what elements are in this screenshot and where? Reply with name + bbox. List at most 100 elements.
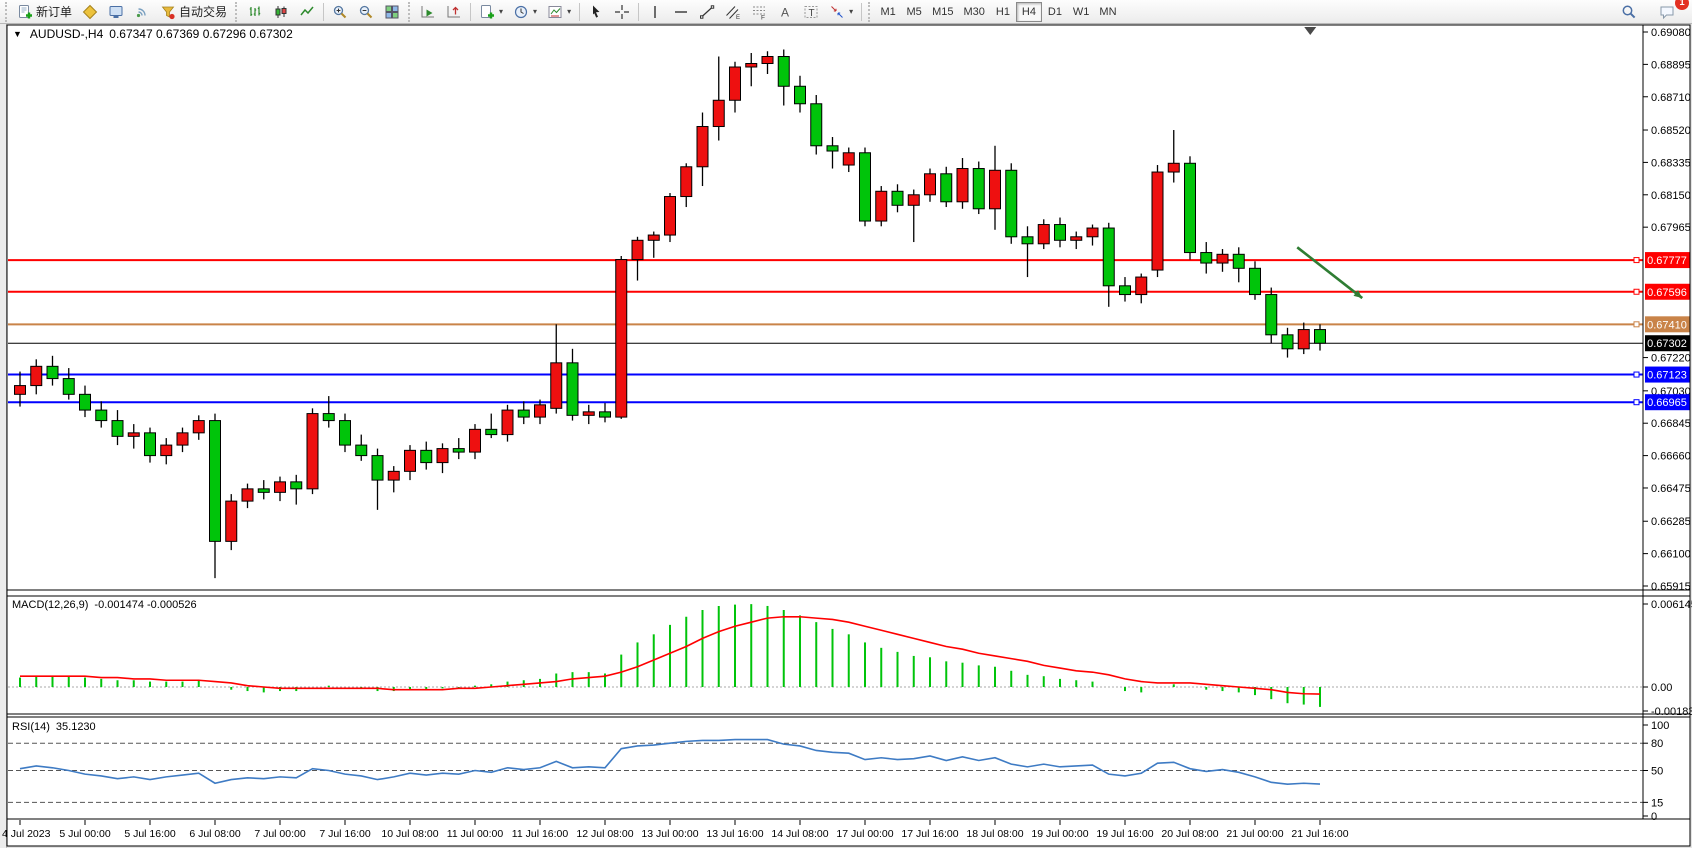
rsi-label: RSI(14)	[12, 721, 50, 733]
vertical-line-icon	[647, 4, 663, 20]
candle-body	[924, 173, 936, 196]
tile-windows-button[interactable]	[379, 1, 405, 23]
equidistant-channel-button[interactable]: E	[720, 1, 746, 23]
candle-body	[1297, 329, 1310, 350]
toolbar-grip[interactable]	[5, 1, 9, 22]
chart-shift-icon	[446, 4, 462, 20]
price-axis-label: 0.67965	[1651, 222, 1691, 234]
candle-body	[777, 56, 790, 87]
timeframe-m30[interactable]: M30	[959, 2, 990, 22]
timeframe-mn[interactable]: MN	[1094, 2, 1121, 22]
timeframe-m5[interactable]: M5	[901, 2, 927, 22]
candle-body	[729, 66, 741, 101]
tile-windows-icon	[384, 4, 400, 20]
level-price-badge	[1645, 252, 1690, 269]
toolbar-grip[interactable]	[868, 1, 872, 22]
new-chart-button[interactable]: ▾	[474, 1, 508, 23]
date-axis-label: 4 Jul 2023	[2, 828, 51, 840]
toolbar-grip[interactable]	[235, 1, 239, 22]
trend-arrow[interactable]	[1296, 246, 1364, 300]
candle-body	[664, 196, 676, 236]
zoom-in-icon	[332, 4, 348, 20]
mql5-button[interactable]	[77, 1, 103, 23]
arrows-button[interactable]: ▾	[824, 1, 858, 23]
candle-body	[680, 166, 693, 198]
candle-body	[1281, 334, 1294, 350]
date-axis-label: 17 Jul 16:00	[901, 828, 958, 840]
horizontal-line-button[interactable]	[668, 1, 694, 23]
timeframe-h1[interactable]: H1	[990, 2, 1016, 22]
date-axis-label: 7 Jul 00:00	[254, 828, 306, 840]
line-chart-icon	[299, 4, 315, 20]
fibonacci-button[interactable]: F	[746, 1, 772, 23]
template-chart-icon	[547, 4, 563, 20]
macd-label: MACD(12,26,9)	[12, 599, 89, 611]
level-marker[interactable]	[1633, 321, 1640, 328]
price-axis-label: 0.68895	[1651, 59, 1691, 71]
price-axis-label: 0.68335	[1651, 157, 1691, 169]
level-marker[interactable]	[1633, 257, 1640, 264]
toolbar-grip[interactable]	[408, 1, 412, 22]
trend-arrow-head[interactable]	[1353, 290, 1363, 299]
timeframe-m1[interactable]: M1	[875, 2, 901, 22]
rsi-line	[19, 738, 1321, 785]
search-button[interactable]	[1616, 1, 1642, 23]
level-price-badge	[1645, 366, 1690, 383]
text-button[interactable]: A	[772, 1, 798, 23]
comments-button[interactable]	[1654, 1, 1680, 23]
notification-badge[interactable]: 1	[1675, 0, 1689, 10]
candle-body	[534, 404, 546, 418]
line-chart-button[interactable]	[294, 1, 320, 23]
timeframe-w1[interactable]: W1	[1068, 2, 1095, 22]
autotrading-label: 自动交易	[179, 5, 228, 19]
candlestick-chart-button[interactable]	[268, 1, 294, 23]
auto-scroll-button[interactable]	[415, 1, 441, 23]
zoom-out-button[interactable]	[353, 1, 379, 23]
bar-chart-button[interactable]	[242, 1, 268, 23]
candle-body	[62, 378, 75, 395]
macd-axis-label: -0.001837	[1651, 706, 1692, 718]
signals-button[interactable]	[129, 1, 155, 23]
autotrading-button[interactable]: 自动交易	[155, 1, 232, 23]
date-axis-label: 5 Jul 16:00	[124, 828, 176, 840]
vertical-line-button[interactable]	[642, 1, 668, 23]
trendline-button[interactable]	[694, 1, 720, 23]
equidistant-channel-icon: E	[725, 4, 741, 20]
metaeditor-button[interactable]	[103, 1, 129, 23]
shift-marker-icon[interactable]	[1304, 27, 1317, 35]
candle-body	[1119, 285, 1131, 296]
rsi-legend: RSI(14) 35.1230	[12, 721, 96, 733]
candle-body	[209, 420, 221, 542]
cursor-icon	[588, 4, 604, 20]
templates-button[interactable]: ▾	[542, 1, 576, 23]
level-price-label: 0.67596	[1647, 287, 1687, 299]
macd-axis-label: 0.006145	[1651, 599, 1692, 611]
candle-body	[712, 99, 725, 128]
text-label-button[interactable]: T	[798, 1, 824, 23]
candle-body	[1216, 253, 1229, 264]
periods-button[interactable]: ▾	[508, 1, 542, 23]
candle-body	[339, 420, 351, 446]
timeframe-h4[interactable]: H4	[1015, 1, 1042, 22]
window-menu-icon[interactable]: ▼	[13, 29, 22, 39]
level-marker[interactable]	[1633, 288, 1640, 295]
svg-text:A: A	[781, 5, 789, 19]
candle-body	[1151, 171, 1164, 271]
candle-body	[1102, 227, 1115, 287]
timeframe-d1[interactable]: D1	[1042, 2, 1068, 22]
chart-canvas[interactable]: 0.69080 0.68895 0.68710 0.68520 0.68335 0.681…	[0, 24, 1692, 848]
price-axis-label: 0.66475	[1651, 483, 1691, 495]
level-marker[interactable]	[1633, 399, 1640, 406]
timeframe-m15[interactable]: M15	[927, 2, 958, 22]
candle-body	[192, 420, 205, 434]
rsi-axis-label: 80	[1651, 738, 1663, 750]
zoom-in-button[interactable]	[327, 1, 353, 23]
level-price-label: 0.67410	[1647, 319, 1687, 331]
crosshair-button[interactable]	[609, 1, 635, 23]
new-order-button[interactable]: 新订单	[12, 1, 77, 23]
candlestick-chart-icon	[273, 4, 289, 20]
level-marker[interactable]	[1633, 371, 1640, 378]
chart-shift-button[interactable]	[441, 1, 467, 23]
toolbar-separator	[638, 2, 640, 21]
cursor-button[interactable]	[583, 1, 609, 23]
